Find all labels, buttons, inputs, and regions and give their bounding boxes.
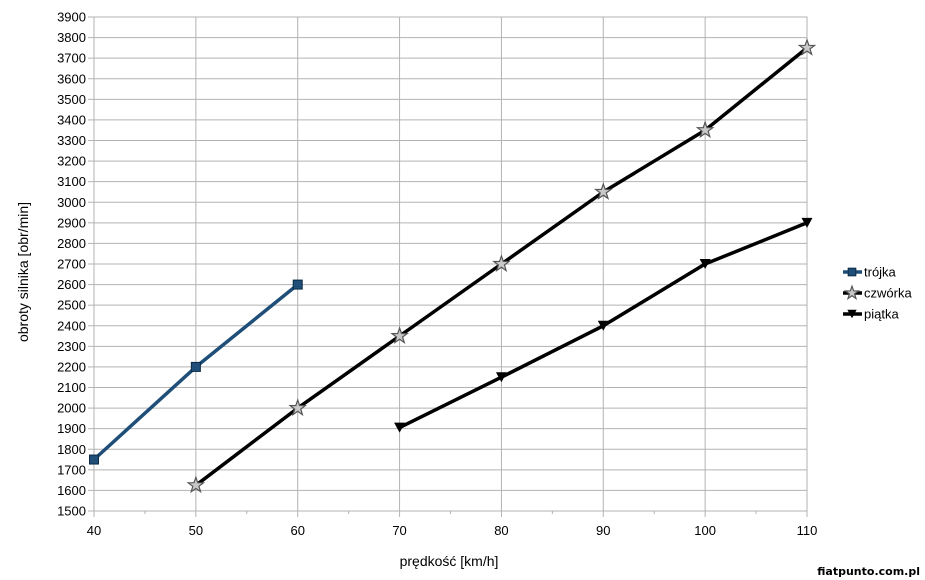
x-tick-label: 50 <box>189 523 203 538</box>
x-axis-label: prędkość [km/h] <box>400 553 499 569</box>
square-marker <box>847 267 857 277</box>
legend-item: piątka <box>843 307 899 322</box>
y-tick-label: 1900 <box>57 421 86 436</box>
triangle-marker <box>801 217 813 228</box>
y-tick-label: 3400 <box>57 112 86 127</box>
legend-label: piątka <box>864 307 899 322</box>
x-tick-label: 100 <box>694 523 716 538</box>
plot-frame <box>93 16 808 512</box>
x-tick-label: 80 <box>494 523 508 538</box>
x-tick-label: 70 <box>392 523 406 538</box>
y-tick-label: 3300 <box>57 133 86 148</box>
legend-item: trójka <box>843 265 897 280</box>
y-tick-label: 1500 <box>57 504 86 519</box>
star-marker <box>797 38 817 56</box>
watermark: fiatpunto.com.pl <box>817 565 920 578</box>
series-1 <box>89 279 303 465</box>
legend-label: trójka <box>864 265 897 280</box>
star-marker <box>843 284 861 300</box>
axes <box>88 16 808 517</box>
star-marker <box>593 182 613 200</box>
triangle-marker <box>394 422 406 433</box>
y-axis-label: obroty silnika [obr/min] <box>15 202 31 342</box>
y-tick-label: 3900 <box>57 10 86 25</box>
y-tick-label: 3200 <box>57 154 86 169</box>
y-tick-label: 3100 <box>57 174 86 189</box>
y-tick-label: 2300 <box>57 339 86 354</box>
y-tick-label: 3700 <box>57 51 86 66</box>
y-tick-label: 3800 <box>57 30 86 45</box>
y-tick-label: 2500 <box>57 298 86 313</box>
y-tick-label: 2200 <box>57 359 86 374</box>
y-tick-label: 3500 <box>57 92 86 107</box>
y-tick-label: 2100 <box>57 380 86 395</box>
series-3 <box>394 217 813 433</box>
x-tick-label: 90 <box>596 523 610 538</box>
y-tick-label: 2600 <box>57 277 86 292</box>
y-tick-label: 1800 <box>57 442 86 457</box>
y-tick-label: 2000 <box>57 401 86 416</box>
star-marker <box>492 254 511 272</box>
triangle-marker <box>495 372 507 383</box>
triangle-marker <box>847 309 857 319</box>
legend-item: czwórka <box>843 284 912 301</box>
star-marker <box>695 120 715 139</box>
legend-label: czwórka <box>864 286 912 301</box>
triangle-marker <box>699 259 711 269</box>
star-marker <box>390 326 409 344</box>
square-marker <box>190 361 201 372</box>
x-tick-label: 60 <box>290 523 304 538</box>
y-tick-label: 3000 <box>57 195 86 210</box>
y-tick-label: 2400 <box>57 318 86 333</box>
y-tick-label: 2800 <box>57 236 86 251</box>
legend: trójka czwórka piątka <box>843 265 912 322</box>
star-marker <box>186 475 206 494</box>
square-marker <box>292 279 303 290</box>
y-tick-label: 2700 <box>57 257 86 272</box>
star-marker <box>288 398 308 417</box>
x-tick-label: 110 <box>797 523 818 538</box>
square-marker <box>89 454 99 465</box>
x-tick-label: 40 <box>87 523 101 538</box>
x-tick-labels: 40 50 60 70 80 90 100 110 <box>87 523 818 538</box>
series-2 <box>186 38 817 494</box>
series-group <box>89 38 817 494</box>
y-tick-label: 2900 <box>57 215 86 230</box>
y-tick-label: 1700 <box>57 462 86 477</box>
y-tick-labels: 1500 1600 1700 1800 1900 2000 2100 2200 2300 2400… <box>57 10 86 519</box>
y-tick-label: 1600 <box>57 483 86 498</box>
y-tick-label: 3600 <box>57 71 86 86</box>
triangle-marker <box>597 320 609 331</box>
grid-lines <box>93 16 808 512</box>
